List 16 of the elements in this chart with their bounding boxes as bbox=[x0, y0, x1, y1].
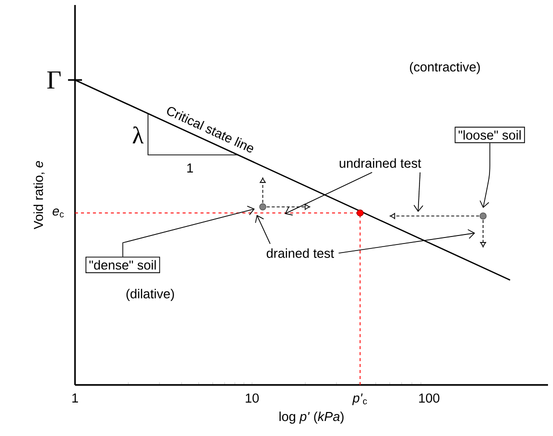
annotation: "dense" soil bbox=[89, 260, 156, 270]
text: (contractive) bbox=[410, 62, 480, 74]
annotation: λ bbox=[132, 126, 144, 144]
y-axis-title: Void ratio, e bbox=[33, 161, 45, 230]
x-tick-label: 100 bbox=[419, 394, 440, 403]
x-tick-label: 10 bbox=[246, 394, 259, 403]
annotation: Γ bbox=[47, 71, 61, 88]
x-axis-title: log p' (kPa) bbox=[280, 412, 344, 424]
annotation: undrained test bbox=[340, 158, 422, 168]
ref-line-label: e$_{c}$ bbox=[52, 208, 64, 218]
x-tick-label: 1 bbox=[72, 394, 78, 402]
ref-line-label: p'$_{c}$ bbox=[352, 394, 367, 406]
annotation: "loose" soil bbox=[458, 130, 521, 140]
annotation: drained test bbox=[266, 248, 334, 258]
annotation: 1 bbox=[187, 164, 193, 172]
annotation: (dilative) bbox=[126, 288, 174, 301]
